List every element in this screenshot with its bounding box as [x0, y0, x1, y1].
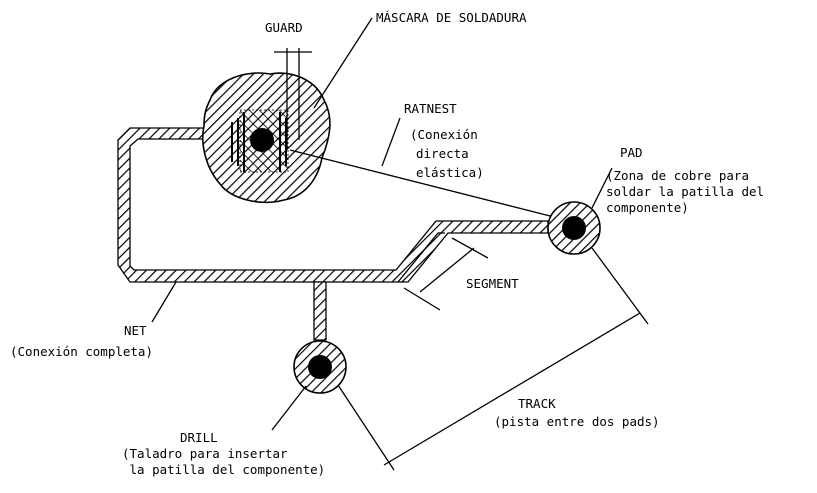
- drill-leader: [271, 385, 307, 431]
- pad-desc-line-1: (Zona de cobre para: [606, 168, 749, 183]
- mask-leader: [313, 17, 373, 109]
- pad-desc-line-2: soldar la patilla del: [606, 184, 764, 199]
- track-label: TRACK: [518, 396, 556, 411]
- ratnest-desc-line-2: directa: [416, 146, 469, 161]
- track-desc: (pista entre dos pads): [494, 414, 660, 429]
- segment-label: SEGMENT: [466, 276, 519, 291]
- drill-desc-line-2: la patilla del componente): [122, 462, 325, 477]
- drill-label: DRILL: [180, 430, 218, 445]
- net-desc: (Conexión completa): [10, 344, 153, 359]
- mask-label: MÁSCARA DE SOLDADURA: [376, 10, 527, 25]
- ratnest-desc-line-3: elástica): [416, 165, 484, 180]
- net-leader: [151, 281, 177, 323]
- solder-mask: [201, 72, 331, 204]
- segment-dimension: [403, 237, 489, 311]
- drill-desc-line-1: (Taladro para insertar: [122, 446, 288, 461]
- ratnest-line: [289, 149, 559, 219]
- ratnest-label: RATNEST: [404, 101, 457, 116]
- pad-desc-line-3: componente): [606, 200, 689, 215]
- guard-label: GUARD: [265, 20, 303, 35]
- pad-drill: [293, 340, 347, 394]
- guard-dimension: [274, 48, 312, 148]
- pad-leader: [591, 167, 613, 209]
- pad-right: [547, 201, 601, 255]
- ratnest-leader: [381, 117, 401, 167]
- pad-label: PAD: [620, 145, 643, 160]
- mask-pad-hole: [250, 128, 274, 152]
- track-dimension: [337, 247, 649, 471]
- ratnest-desc-line-1: (Conexión: [410, 127, 478, 142]
- net-label: NET: [124, 323, 147, 338]
- net-track: [117, 127, 549, 341]
